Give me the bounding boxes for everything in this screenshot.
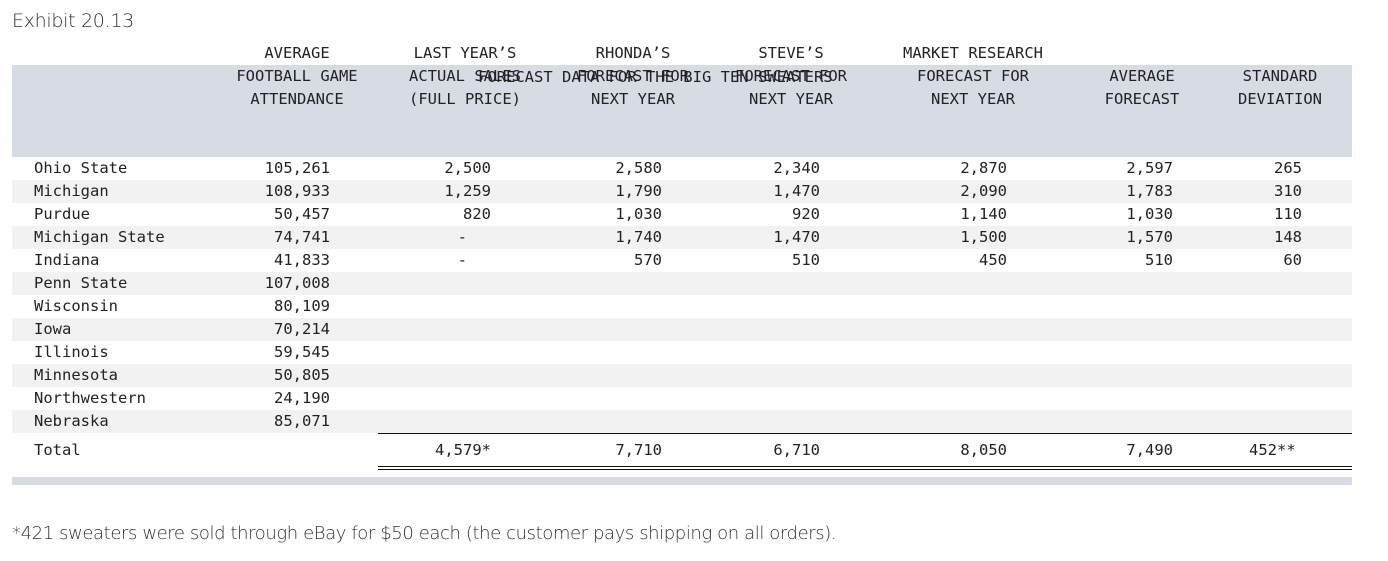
super-header: FORECAST DATA FOR THE BIG TEN SWEATERS xyxy=(478,68,833,86)
cell-avg: 1,783 xyxy=(1126,182,1173,200)
cell-steve: 510 xyxy=(792,251,820,269)
header-rhonda-forecast: RHONDA’S FORECAST FOR NEXT YEAR xyxy=(577,44,689,108)
cell-attendance: 50,805 xyxy=(274,366,330,384)
table-row: Iowa 70,214 xyxy=(12,318,1352,341)
school-name: Michigan xyxy=(34,182,109,200)
cell-market: 1,140 xyxy=(960,205,1007,223)
total-rhonda: 7,710 xyxy=(615,441,662,459)
table-row: Michigan State 74,741 - 1,740 1,470 1,500 1,57… xyxy=(12,226,1352,249)
table-row: Wisconsin 80,109 xyxy=(12,295,1352,318)
table-row: Penn State 107,008 xyxy=(12,272,1352,295)
cell-attendance: 59,545 xyxy=(274,343,330,361)
cell-rhonda: 1,740 xyxy=(615,228,662,246)
school-name: Iowa xyxy=(34,320,72,338)
cell-last-year: - xyxy=(457,228,467,246)
cell-attendance: 108,933 xyxy=(264,182,330,200)
school-name: Minnesota xyxy=(34,366,118,384)
table-header: FORECAST DATA FOR THE BIG TEN SWEATERS A… xyxy=(12,44,1352,157)
exhibit-title: Exhibit 20.13 xyxy=(12,10,134,32)
total-row: Total 4,579* 7,710 6,710 8,050 7,490 452… xyxy=(12,433,1352,470)
table-row: Illinois 59,545 xyxy=(12,341,1352,364)
cell-rhonda: 1,030 xyxy=(615,205,662,223)
cell-steve: 1,470 xyxy=(773,182,820,200)
cell-steve: 1,470 xyxy=(773,228,820,246)
header-standard-deviation: STANDARD DEVIATION xyxy=(1238,67,1322,108)
cell-last-year: - xyxy=(457,251,467,269)
cell-attendance: 74,741 xyxy=(274,228,330,246)
cell-steve: 920 xyxy=(792,205,820,223)
header-average-forecast: AVERAGE FORECAST xyxy=(1104,67,1180,108)
cell-market: 2,870 xyxy=(960,159,1007,177)
table-row: Michigan 108,933 1,259 1,790 1,470 2,090 1,783… xyxy=(12,180,1352,203)
cell-avg: 1,570 xyxy=(1126,228,1173,246)
table-row: Purdue 50,457 820 1,030 920 1,140 1,030 110 xyxy=(12,203,1352,226)
school-name: Nebraska xyxy=(34,412,109,430)
cell-attendance: 50,457 xyxy=(274,205,330,223)
cell-market: 1,500 xyxy=(960,228,1007,246)
cell-rhonda: 1,790 xyxy=(615,182,662,200)
cell-avg: 1,030 xyxy=(1126,205,1173,223)
cell-last-year: 820 xyxy=(463,205,491,223)
total-market: 8,050 xyxy=(960,441,1007,459)
school-name: Illinois xyxy=(34,343,109,361)
school-name: Purdue xyxy=(34,205,90,223)
cell-attendance: 70,214 xyxy=(274,320,330,338)
total-label: Total xyxy=(34,441,81,459)
total-double-rule-2 xyxy=(378,469,1352,470)
cell-attendance: 85,071 xyxy=(274,412,330,430)
total-steve: 6,710 xyxy=(773,441,820,459)
total-std-dev: 452** xyxy=(1249,441,1296,459)
forecast-table: FORECAST DATA FOR THE BIG TEN SWEATERS A… xyxy=(12,44,1352,485)
cell-std: 148 xyxy=(1274,228,1302,246)
header-steve-forecast: STEVE’S FORECAST FOR NEXT YEAR xyxy=(735,44,847,108)
header-last-year-sales: LAST YEAR’S ACTUAL SALES (FULL PRICE) xyxy=(409,44,521,108)
cell-std: 60 xyxy=(1283,251,1302,269)
school-name: Indiana xyxy=(34,251,100,269)
table-row: Ohio State 105,261 2,500 2,580 2,340 2,870 2,5… xyxy=(12,157,1352,180)
table-bottom-bar xyxy=(12,477,1352,485)
school-name: Wisconsin xyxy=(34,297,118,315)
school-name: Northwestern xyxy=(34,389,146,407)
cell-last-year: 2,500 xyxy=(444,159,491,177)
cell-attendance: 24,190 xyxy=(274,389,330,407)
header-market-research-forecast: MARKET RESEARCH FORECAST FOR NEXT YEAR xyxy=(903,44,1043,108)
header-attendance: AVERAGE FOOTBALL GAME ATTENDANCE xyxy=(236,44,358,108)
cell-attendance: 41,833 xyxy=(274,251,330,269)
cell-std: 110 xyxy=(1274,205,1302,223)
school-name: Michigan State xyxy=(34,228,165,246)
cell-rhonda: 2,580 xyxy=(615,159,662,177)
cell-rhonda: 570 xyxy=(634,251,662,269)
school-name: Penn State xyxy=(34,274,128,292)
total-top-rule xyxy=(378,433,1352,434)
cell-attendance: 80,109 xyxy=(274,297,330,315)
cell-market: 2,090 xyxy=(960,182,1007,200)
cell-last-year: 1,259 xyxy=(444,182,491,200)
footnote: *421 sweaters were sold through eBay for… xyxy=(12,523,837,544)
cell-market: 450 xyxy=(979,251,1007,269)
total-last-year: 4,579* xyxy=(435,441,491,459)
total-average: 7,490 xyxy=(1126,441,1173,459)
cell-steve: 2,340 xyxy=(773,159,820,177)
school-name: Ohio State xyxy=(34,159,128,177)
cell-std: 310 xyxy=(1274,182,1302,200)
table-row: Northwestern 24,190 xyxy=(12,387,1352,410)
table-row: Indiana 41,833 - 570 510 450 510 60 xyxy=(12,249,1352,272)
table-row: Minnesota 50,805 xyxy=(12,364,1352,387)
table-row: Nebraska 85,071 xyxy=(12,410,1352,433)
cell-std: 265 xyxy=(1274,159,1302,177)
cell-avg: 510 xyxy=(1145,251,1173,269)
cell-attendance: 105,261 xyxy=(264,159,330,177)
total-double-rule-1 xyxy=(378,466,1352,467)
cell-attendance: 107,008 xyxy=(264,274,330,292)
table-body: Ohio State 105,261 2,500 2,580 2,340 2,870 2,5… xyxy=(12,157,1352,433)
cell-avg: 2,597 xyxy=(1126,159,1173,177)
